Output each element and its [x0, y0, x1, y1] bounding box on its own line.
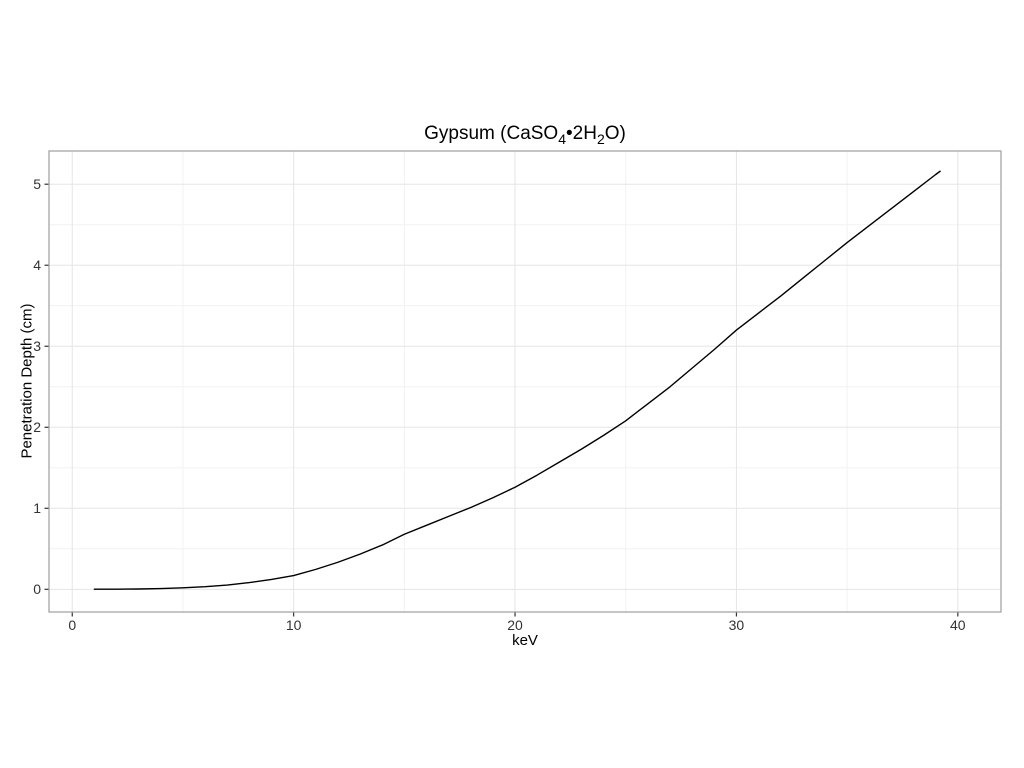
x-tick-label: 10: [285, 617, 302, 633]
chart-title: Gypsum (CaSO4•2H2O): [49, 123, 1001, 147]
y-axis-label: Penetration Depth (cm): [18, 303, 36, 459]
chart-title-subscript-4: 4: [558, 130, 567, 147]
y-tick-label: 0: [33, 581, 41, 598]
chart-title-text: Gypsum (CaSO: [424, 123, 559, 144]
y-tick-label: 5: [33, 176, 41, 193]
x-tick-label: 40: [950, 617, 966, 633]
panel-border: [48, 150, 1002, 613]
chart-title-subscript-2: 2: [596, 130, 605, 147]
y-tick-label: 4: [33, 257, 41, 274]
data-curve: [93, 170, 941, 590]
x-axis-label: keV: [512, 632, 538, 649]
chart-title-text-mid: •2H: [566, 123, 597, 144]
y-tick-label: 1: [33, 500, 41, 517]
y-tick-label: 2: [33, 419, 41, 436]
x-tick-label: 30: [728, 617, 745, 633]
x-tick-label: 20: [507, 617, 523, 633]
chart-title-text-end: O): [604, 123, 626, 144]
x-tick-label: 0: [68, 617, 77, 633]
y-tick-label: 3: [33, 338, 41, 355]
